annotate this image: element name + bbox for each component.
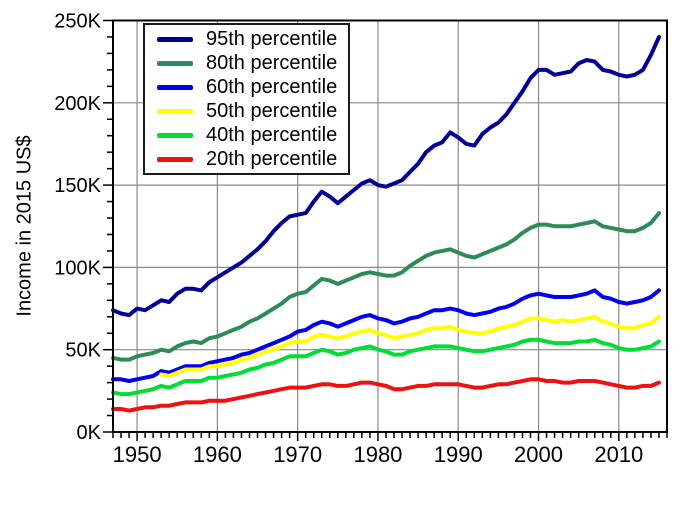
legend-swatch-80th-percentile — [157, 60, 193, 66]
y-tick-label-250K: 250K — [54, 11, 101, 33]
x-tick-label-1960: 1960 — [193, 442, 242, 467]
y-tick-label-100K: 100K — [54, 257, 101, 279]
series-line-20th-percentile — [111, 377, 661, 413]
x-tick-label-1990: 1990 — [434, 442, 483, 467]
legend-swatch-50th-percentile — [157, 108, 193, 114]
y-tick-label-150K: 150K — [54, 175, 101, 197]
y-tick-label-50K: 50K — [65, 340, 101, 362]
series-line-40th-percentile — [111, 337, 661, 397]
y-tick-label-200K: 200K — [54, 93, 101, 115]
x-tick-label-1950: 1950 — [113, 442, 162, 467]
legend-swatch-20th-percentile — [157, 156, 193, 162]
legend-label-20th-percentile: 20th percentile — [206, 148, 338, 170]
y-axis-title: Income in 2015 US$ — [13, 135, 36, 317]
legend-item-80th-percentile: 80th percentile — [157, 51, 348, 75]
x-tick-label-2000: 2000 — [514, 442, 563, 467]
legend-label-50th-percentile: 50th percentile — [206, 100, 338, 122]
legend-label-95th-percentile: 95th percentile — [206, 28, 338, 50]
legend-swatch-60th-percentile — [157, 84, 193, 90]
y-tick-label-0K: 0K — [77, 422, 102, 444]
series-line-95th-percentile — [111, 35, 661, 318]
plot-frame — [112, 19, 668, 433]
legend-swatch-95th-percentile — [157, 36, 193, 42]
legend-swatch-40th-percentile — [157, 132, 193, 138]
x-tick-label-1970: 1970 — [273, 442, 322, 467]
legend-label-60th-percentile: 60th percentile — [206, 76, 338, 98]
legend-item-20th-percentile: 20th percentile — [157, 147, 348, 171]
legend: 95th percentile 80th percentile 60th perce… — [143, 23, 350, 175]
legend-item-60th-percentile: 60th percentile — [157, 75, 348, 99]
legend-item-40th-percentile: 40th percentile — [157, 123, 348, 147]
legend-label-80th-percentile: 80th percentile — [206, 52, 338, 74]
legend-item-95th-percentile: 95th percentile — [157, 27, 348, 51]
x-tick-label-2010: 2010 — [594, 442, 643, 467]
legend-item-50th-percentile: 50th percentile — [157, 99, 348, 123]
x-tick-label-1980: 1980 — [353, 442, 402, 467]
series-line-50th-percentile — [159, 314, 661, 378]
legend-label-40th-percentile: 40th percentile — [206, 124, 338, 146]
series-line-60th-percentile — [111, 288, 661, 383]
series-line-80th-percentile — [111, 211, 661, 362]
